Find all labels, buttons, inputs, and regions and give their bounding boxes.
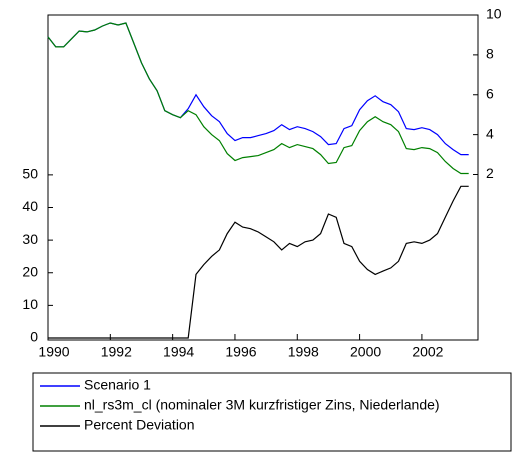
series-line xyxy=(48,185,469,339)
legend-box xyxy=(32,372,512,452)
y2-tick-label: 2 xyxy=(486,165,494,181)
y-tick-label: 0 xyxy=(30,329,38,345)
x-tick-label: 1992 xyxy=(101,344,132,360)
x-tick-label: 2000 xyxy=(350,344,381,360)
legend-label: Percent Deviation xyxy=(84,417,195,433)
x-tick-label: 1998 xyxy=(288,344,319,360)
y-tick-label: 40 xyxy=(22,198,38,214)
y-tick-label: 20 xyxy=(22,263,38,279)
x-tick-label: 2002 xyxy=(412,344,443,360)
legend-label: Scenario 1 xyxy=(84,377,151,393)
y2-tick-label: 10 xyxy=(486,6,502,22)
series-line xyxy=(47,22,469,175)
x-tick-label: 1990 xyxy=(38,344,69,360)
y-tick-label: 30 xyxy=(22,231,38,247)
x-tick-label: 1994 xyxy=(163,344,194,360)
legend-label: nl_rs3m_cl (nominaler 3M kurzfristiger Z… xyxy=(84,397,440,413)
plot-frame xyxy=(47,14,479,341)
y-tick-label: 50 xyxy=(22,166,38,182)
x-tick-label: 1996 xyxy=(225,344,256,360)
y-tick-label: 10 xyxy=(22,296,38,312)
series-line xyxy=(47,22,469,156)
y2-tick-label: 8 xyxy=(486,46,494,62)
y2-tick-label: 4 xyxy=(486,125,494,141)
y2-tick-label: 6 xyxy=(486,85,494,101)
